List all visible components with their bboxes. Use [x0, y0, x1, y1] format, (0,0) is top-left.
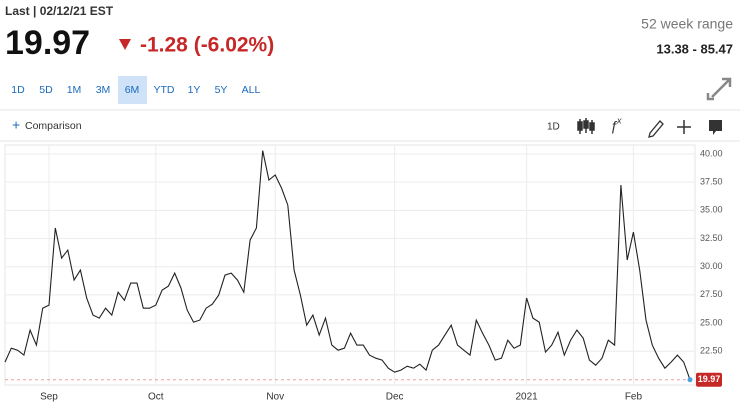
range-button[interactable]: 1M	[67, 84, 82, 96]
price: 19.97	[5, 24, 90, 62]
range-button[interactable]: YTD	[154, 84, 175, 96]
last-point	[687, 377, 693, 383]
y-tick-label: 40.00	[700, 148, 723, 158]
range-button[interactable]: 1Y	[188, 84, 201, 96]
x-tick-label: Feb	[625, 392, 643, 403]
y-tick-label: 37.50	[700, 177, 723, 187]
x-tick-label: Nov	[266, 392, 284, 403]
chart: 22.50 25.00 27.50 30.00 32.50 35.00 37.50 40.00…	[4, 145, 723, 403]
comment-icon[interactable]	[709, 120, 722, 135]
x-tick-label: Oct	[148, 392, 164, 403]
y-tick-label: 32.50	[700, 233, 723, 243]
range: 13.38 - 85.47	[656, 41, 733, 56]
comparison-button[interactable]: Comparison	[25, 120, 82, 132]
expand-icon[interactable]	[706, 77, 732, 101]
range-label: 52 week range	[641, 16, 733, 32]
crosshair-icon[interactable]	[677, 120, 691, 134]
plot-frame	[4, 144, 696, 386]
down-arrow	[119, 39, 131, 50]
range-button[interactable]: 5D	[39, 84, 53, 96]
y-tick-label: 22.50	[700, 346, 723, 356]
y-tick-label: 27.50	[700, 289, 723, 299]
range-button[interactable]: 6M	[125, 84, 140, 96]
price-line	[4, 150, 691, 380]
y-tick-label: 30.00	[700, 261, 723, 271]
change: -1.28 (-6.02%)	[140, 34, 274, 57]
y-tick-label: 35.00	[700, 205, 723, 215]
last-price-tag	[696, 372, 722, 387]
selected-range-bg	[118, 76, 147, 104]
x-tick-label: 2021	[515, 392, 538, 403]
range-button[interactable]: 5Y	[215, 84, 228, 96]
range-button[interactable]: 3M	[96, 84, 111, 96]
fx-icon[interactable]: ƒ	[610, 118, 618, 134]
status: Last | 02/12/21 EST	[5, 4, 114, 18]
x-tick-label: Sep	[40, 392, 58, 403]
candle-icon[interactable]	[577, 118, 595, 134]
y-tick-label: 25.00	[700, 317, 723, 327]
interval-button[interactable]: 1D	[547, 122, 560, 133]
draw-icon[interactable]	[648, 120, 664, 138]
range-button[interactable]: ALL	[242, 84, 261, 96]
x-tick-label: Dec	[386, 392, 404, 403]
last-price-label: 19.97	[698, 374, 721, 384]
plus-icon: +	[12, 117, 20, 133]
range-buttons: 1D 5D 1M 3M 6M YTD 1Y 5Y ALL	[11, 76, 260, 104]
range-button[interactable]: 1D	[11, 84, 25, 96]
fx-icon-x: x	[616, 115, 622, 125]
